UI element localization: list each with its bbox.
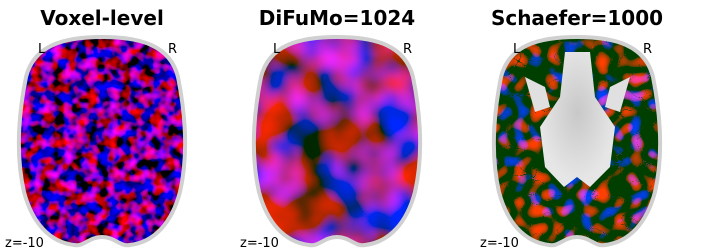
left-label: L <box>513 42 521 57</box>
right-label: R <box>168 42 177 57</box>
brain-map <box>254 37 420 249</box>
right-label: R <box>643 42 652 57</box>
brain-map <box>494 37 660 249</box>
left-label: L <box>38 42 46 57</box>
right-label: R <box>403 42 412 57</box>
left-label: L <box>273 42 281 57</box>
slice-label: z=-10 <box>240 236 279 251</box>
figure: Voxel-level L Rz=-10 DiFuMo=1024 L Rz=-10 Scha… <box>0 0 707 251</box>
slice-label: z=-10 <box>5 236 44 251</box>
slice-label: z=-10 <box>480 236 519 251</box>
panel-title: DiFuMo=1024 <box>259 6 415 30</box>
panel-title: Voxel-level <box>40 6 164 30</box>
brain-map <box>19 37 185 249</box>
panel-title: Schaefer=1000 <box>491 6 663 30</box>
